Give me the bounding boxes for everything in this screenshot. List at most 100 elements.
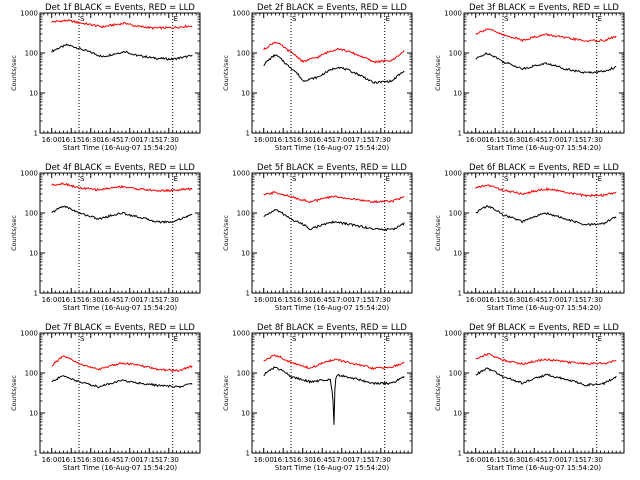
x-tick-label: 16:45 [100,456,120,464]
y-axis-label: Counts/sec [10,55,18,91]
x-tick-label: 17:15 [139,296,159,304]
events-series-line [51,375,193,389]
chart-title: Det 6f BLACK = Events, RED = LLD [469,163,619,173]
time-marker-label: S [292,15,297,23]
y-axis-label: Counts/sec [10,215,18,251]
plot-frame [251,172,413,294]
y-tick-label: 100 [237,210,250,218]
x-tick-label: 16:45 [524,136,544,144]
x-tick-label: 17:30 [371,296,391,304]
plot-frame [39,172,201,294]
y-tick-label: 100 [237,50,250,58]
x-axis-label: Start Time (16-Aug-07 15:54:20) [275,304,389,312]
time-marker-label: S [80,15,85,23]
y-tick-label: 1000 [20,10,38,18]
time-marker-label: S [292,175,297,183]
x-tick-label: 16:30 [293,136,313,144]
lld-series-line [263,354,405,371]
y-axis-label: Counts/sec [222,215,230,251]
x-tick-label: 17:00 [120,456,140,464]
x-axis-label: Start Time (16-Aug-07 15:54:20) [487,464,601,472]
x-axis-label: Start Time (16-Aug-07 15:54:20) [63,464,177,472]
x-axis-label: Start Time (16-Aug-07 15:54:20) [275,464,389,472]
x-tick-label: 16:45 [100,136,120,144]
x-tick-label: 16:30 [81,456,101,464]
y-tick-label: 1000 [444,330,462,338]
chart-title: Det 4f BLACK = Events, RED = LLD [45,163,195,173]
x-axis-label: Start Time (16-Aug-07 15:54:20) [63,304,177,312]
time-marker-label: E [598,335,602,343]
chart-title: Det 8f BLACK = Events, RED = LLD [257,323,407,333]
x-tick-label: 16:45 [524,296,544,304]
time-marker-label: S [504,335,509,343]
x-tick-label: 17:30 [583,136,603,144]
time-marker-label: E [174,175,178,183]
x-tick-label: 17:15 [351,136,371,144]
x-tick-label: 17:00 [544,296,564,304]
x-tick-label: 16:15 [485,296,505,304]
plot-frame [39,12,201,134]
x-tick-label: 16:00 [254,456,274,464]
plot-frame [463,172,625,294]
time-marker-label: S [80,335,85,343]
lld-series-line [263,41,405,64]
x-tick-label: 16:30 [81,136,101,144]
x-tick-label: 17:00 [544,136,564,144]
chart-panel-4: Det 4f BLACK = Events, RED = LLD 1 10 100 10… [10,163,201,312]
x-tick-label: 17:00 [332,456,352,464]
x-tick-label: 17:30 [159,456,179,464]
time-marker-label: S [504,15,509,23]
x-tick-label: 17:30 [583,456,603,464]
x-tick-label: 16:30 [293,296,313,304]
y-tick-label: 1000 [232,170,250,178]
lld-series-line [51,182,193,193]
chart-panel-1: Det 1f BLACK = Events, RED = LLD 1 10 100 10… [10,3,201,152]
y-tick-label: 1000 [232,10,250,18]
x-axis-label: Start Time (16-Aug-07 15:54:20) [487,144,601,152]
lld-series-line [475,184,617,198]
y-tick-label: 1 [34,290,38,298]
plot-frame [251,332,413,454]
y-tick-label: 1000 [444,170,462,178]
chart-title: Det 5f BLACK = Events, RED = LLD [257,163,407,173]
chart-panel-2: Det 2f BLACK = Events, RED = LLD 1 10 100 10… [222,3,413,152]
y-tick-label: 10 [453,250,462,258]
events-series-line [51,43,193,61]
x-tick-label: 16:30 [505,456,525,464]
y-tick-label: 1000 [232,330,250,338]
x-axis-label: Start Time (16-Aug-07 15:54:20) [63,144,177,152]
chart-panel-9: Det 9f BLACK = Events, RED = LLD 1 10 100 10… [434,323,625,472]
time-marker-label: E [386,175,390,183]
y-tick-label: 10 [29,90,38,98]
x-tick-label: 16:15 [273,456,293,464]
y-tick-label: 1 [246,290,250,298]
time-marker-label: E [598,175,602,183]
x-tick-label: 17:00 [332,136,352,144]
events-series-line [51,205,193,224]
y-tick-label: 100 [25,370,38,378]
chart-panel-6: Det 6f BLACK = Events, RED = LLD 1 10 100 10… [434,163,625,312]
x-tick-label: 17:15 [563,136,583,144]
x-tick-label: 16:45 [100,296,120,304]
y-axis-label: Counts/sec [434,215,442,251]
x-tick-label: 17:15 [563,296,583,304]
x-tick-label: 16:00 [42,296,62,304]
chart-title: Det 2f BLACK = Events, RED = LLD [257,3,407,13]
y-tick-label: 100 [449,370,462,378]
x-tick-label: 17:15 [351,296,371,304]
x-tick-label: 17:15 [563,456,583,464]
x-tick-label: 16:00 [42,456,62,464]
x-tick-label: 16:45 [312,456,332,464]
x-tick-label: 16:15 [485,136,505,144]
x-tick-label: 16:00 [466,296,486,304]
x-tick-label: 16:30 [505,296,525,304]
chart-panel-8: Det 8f BLACK = Events, RED = LLD 1 10 100 10… [222,323,413,472]
lld-series-line [51,18,193,30]
x-tick-label: 17:30 [159,136,179,144]
events-series-line [263,53,405,85]
time-marker-label: E [598,15,602,23]
plot-frame [463,12,625,134]
x-tick-label: 16:30 [293,456,313,464]
y-tick-label: 1 [458,130,462,138]
